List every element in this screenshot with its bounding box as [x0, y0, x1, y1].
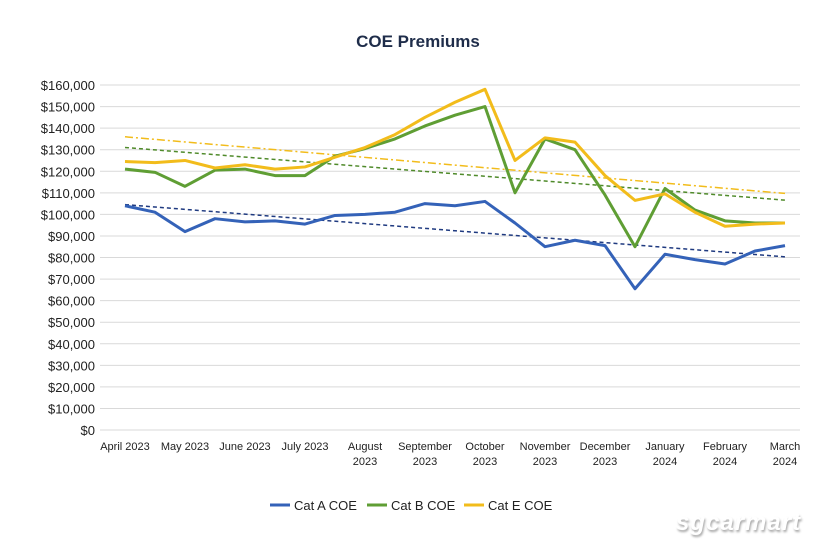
y-tick-label: $0 [81, 423, 95, 438]
y-tick-label: $150,000 [41, 100, 95, 115]
legend-label: Cat B COE [391, 498, 456, 513]
x-tick-label: 2024 [653, 456, 677, 468]
y-tick-label: $110,000 [42, 186, 95, 201]
trendline-cat-e-coe [124, 136, 786, 195]
x-tick-label: December [580, 441, 631, 453]
x-tick-label: July 2023 [281, 441, 328, 453]
y-tick-label: $50,000 [48, 315, 95, 330]
y-tick-label: $70,000 [48, 272, 95, 287]
legend-item: Cat B COE [367, 498, 456, 513]
y-tick-label: $20,000 [48, 380, 95, 395]
y-tick-label: $130,000 [41, 143, 95, 158]
legend-label: Cat A COE [294, 498, 357, 513]
y-axis-ticks: $0 $10,000 $20,000 $30,000 $40,000 $50,000 $60… [41, 78, 95, 438]
series-lines [124, 87, 786, 291]
y-tick-label: $120,000 [41, 164, 95, 179]
trendline-cat-b-coe [124, 146, 786, 201]
x-tick-label: June 2023 [219, 441, 270, 453]
x-tick-label: 2024 [773, 456, 797, 468]
x-tick-label: October [465, 441, 504, 453]
x-tick-label: 2023 [593, 456, 617, 468]
x-tick-label: March [770, 441, 801, 453]
x-tick-label: 2024 [713, 456, 737, 468]
x-tick-label: April 2023 [100, 441, 150, 453]
y-tick-label: $160,000 [41, 78, 95, 93]
x-tick-label: September [398, 441, 452, 453]
gridlines [100, 84, 800, 431]
series-line-cat-a-coe [124, 199, 786, 291]
legend-item: Cat A COE [270, 498, 357, 513]
y-tick-label: $60,000 [48, 294, 95, 309]
legend-label: Cat E COE [488, 498, 553, 513]
watermark-logo: sgcarmart [676, 509, 801, 536]
y-tick-label: $40,000 [48, 337, 95, 352]
y-tick-label: $90,000 [48, 229, 95, 244]
x-tick-label: 2023 [413, 456, 437, 468]
trendlines [124, 136, 786, 258]
legend: Cat A COE Cat B COE Cat E COE [270, 498, 553, 513]
x-tick-label: August [348, 441, 382, 453]
x-tick-label: January [645, 441, 685, 453]
y-tick-label: $80,000 [48, 251, 95, 266]
y-tick-label: $10,000 [48, 401, 95, 416]
y-tick-label: $140,000 [41, 121, 95, 136]
chart-title: COE Premiums [356, 32, 480, 51]
legend-item: Cat E COE [464, 498, 553, 513]
trendline-cat-a-coe [124, 203, 786, 258]
y-tick-label: $100,000 [41, 207, 95, 222]
x-axis-ticks: April 2023 May 2023 June 2023 July 2023 Augu… [100, 441, 800, 468]
y-tick-label: $30,000 [48, 358, 95, 373]
x-tick-label: November [520, 441, 571, 453]
x-tick-label: 2023 [353, 456, 377, 468]
x-tick-label: 2023 [473, 456, 497, 468]
x-tick-label: May 2023 [161, 441, 209, 453]
x-tick-label: 2023 [533, 456, 557, 468]
x-tick-label: February [703, 441, 748, 453]
series-line-cat-e-coe [124, 87, 786, 228]
series-line-cat-b-coe [124, 105, 785, 249]
